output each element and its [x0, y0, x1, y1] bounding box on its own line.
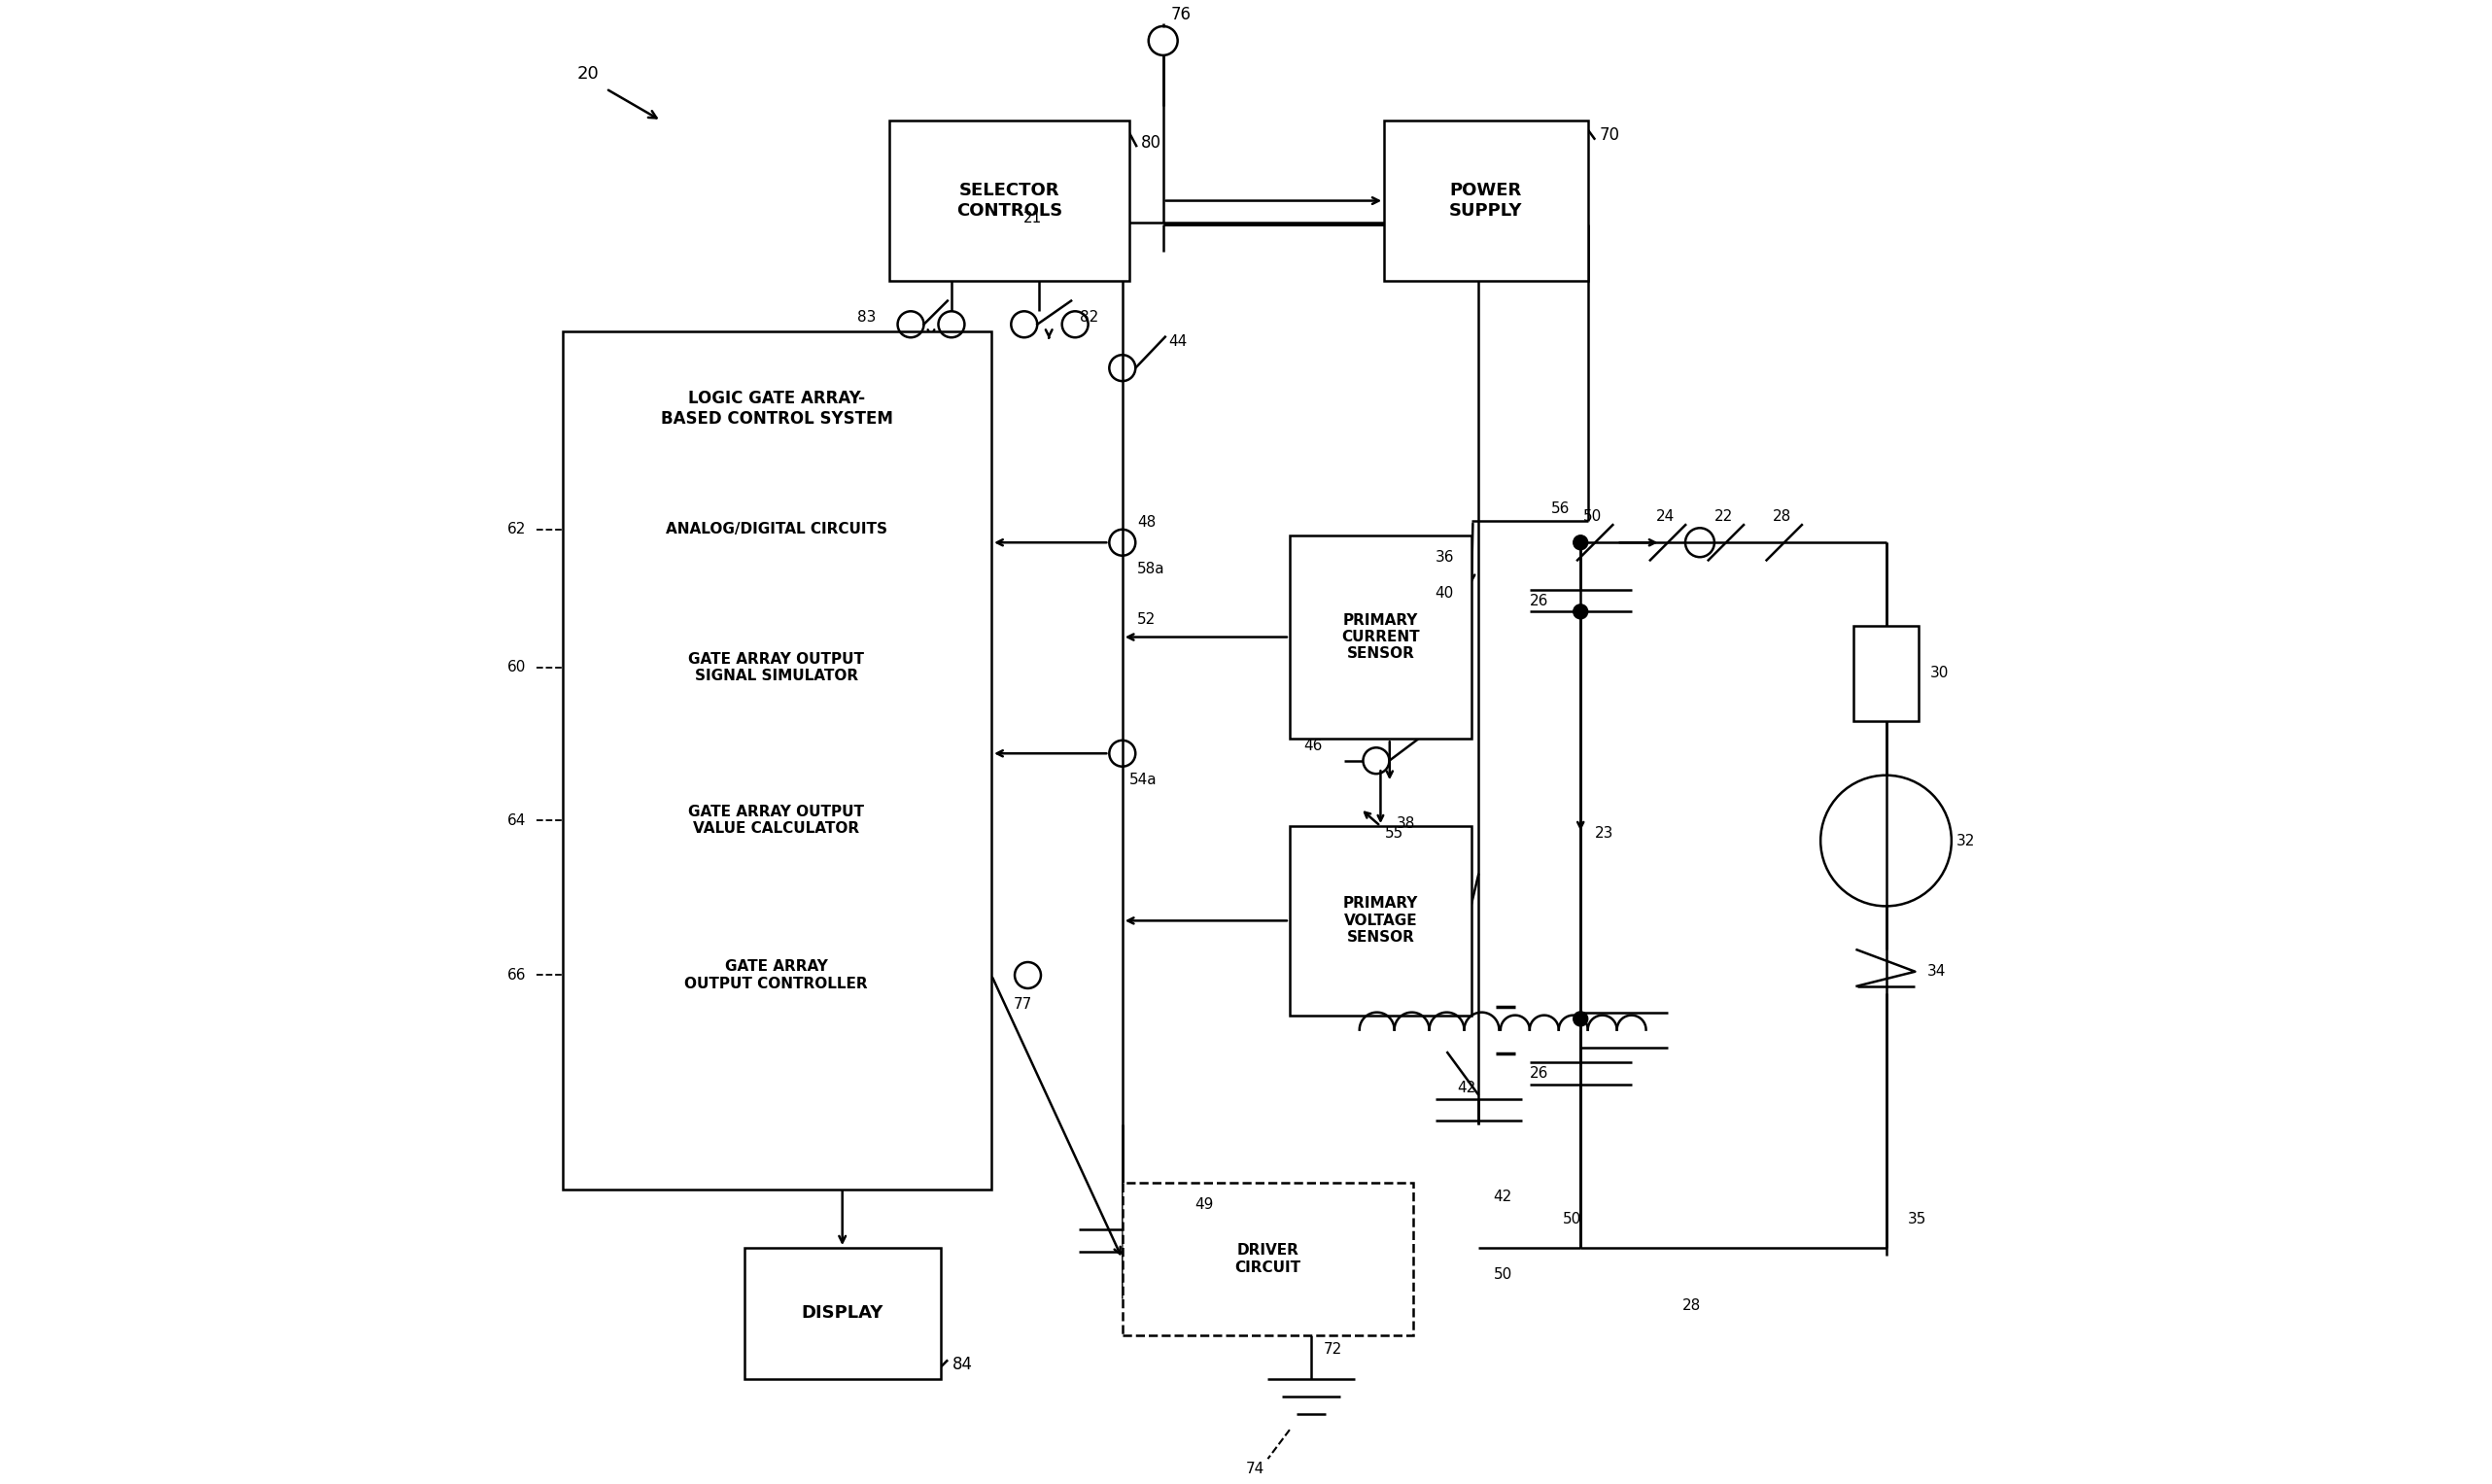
- Text: 72: 72: [1323, 1343, 1341, 1356]
- Text: 26: 26: [1530, 594, 1548, 608]
- FancyBboxPatch shape: [588, 920, 964, 1030]
- FancyBboxPatch shape: [890, 120, 1129, 280]
- Text: 49: 49: [1196, 1198, 1214, 1211]
- Text: 50: 50: [1562, 1211, 1582, 1226]
- Text: 46: 46: [1303, 739, 1323, 754]
- FancyBboxPatch shape: [745, 1248, 939, 1379]
- Text: 70: 70: [1600, 126, 1620, 144]
- Text: 50: 50: [1493, 1267, 1513, 1281]
- Text: GATE ARRAY OUTPUT
SIGNAL SIMULATOR: GATE ARRAY OUTPUT SIGNAL SIMULATOR: [688, 651, 865, 683]
- Text: 40: 40: [1435, 586, 1453, 601]
- Text: LOGIC GATE ARRAY-
BASED CONTROL SYSTEM: LOGIC GATE ARRAY- BASED CONTROL SYSTEM: [660, 390, 892, 427]
- FancyBboxPatch shape: [1383, 120, 1587, 280]
- Text: DRIVER
CIRCUIT: DRIVER CIRCUIT: [1234, 1244, 1301, 1275]
- Text: 76: 76: [1171, 6, 1191, 24]
- FancyBboxPatch shape: [563, 331, 992, 1190]
- Text: 44: 44: [1169, 334, 1189, 349]
- FancyBboxPatch shape: [1291, 536, 1470, 739]
- FancyBboxPatch shape: [1854, 626, 1919, 721]
- Text: 54a: 54a: [1129, 772, 1156, 787]
- Text: ANALOG/DIGITAL CIRCUITS: ANALOG/DIGITAL CIRCUITS: [665, 522, 887, 537]
- Text: 60: 60: [506, 660, 526, 675]
- FancyBboxPatch shape: [588, 619, 964, 717]
- Text: 50: 50: [1582, 509, 1602, 524]
- Text: 32: 32: [1956, 834, 1974, 847]
- Text: 22: 22: [1714, 509, 1732, 524]
- Text: 55: 55: [1386, 827, 1403, 841]
- Text: DISPLAY: DISPLAY: [802, 1304, 882, 1322]
- Text: 21: 21: [1024, 211, 1042, 226]
- Text: 80: 80: [1141, 134, 1161, 151]
- Text: 83: 83: [857, 310, 875, 325]
- Text: 52: 52: [1136, 613, 1156, 626]
- Text: 42: 42: [1493, 1190, 1513, 1205]
- Text: 42: 42: [1458, 1080, 1475, 1095]
- Text: 82: 82: [1079, 310, 1099, 325]
- Text: 24: 24: [1657, 509, 1675, 524]
- Text: 64: 64: [506, 813, 526, 828]
- FancyBboxPatch shape: [588, 479, 964, 579]
- Text: 28: 28: [1682, 1298, 1702, 1313]
- Text: 84: 84: [952, 1355, 972, 1373]
- Text: 48: 48: [1136, 515, 1156, 530]
- Text: 28: 28: [1772, 509, 1792, 524]
- Text: 62: 62: [506, 522, 526, 537]
- Circle shape: [1572, 1012, 1587, 1025]
- FancyBboxPatch shape: [1121, 1183, 1413, 1336]
- Text: 66: 66: [506, 968, 526, 982]
- FancyBboxPatch shape: [588, 770, 964, 870]
- Text: PRIMARY
VOLTAGE
SENSOR: PRIMARY VOLTAGE SENSOR: [1343, 896, 1418, 945]
- Text: 26: 26: [1530, 1066, 1548, 1080]
- Text: 34: 34: [1926, 965, 1946, 979]
- Text: 58a: 58a: [1136, 561, 1164, 576]
- Text: 23: 23: [1595, 827, 1615, 841]
- Text: 74: 74: [1246, 1462, 1266, 1477]
- FancyBboxPatch shape: [1291, 827, 1470, 1015]
- Circle shape: [1572, 536, 1587, 549]
- Text: 35: 35: [1909, 1211, 1926, 1226]
- Text: GATE ARRAY
OUTPUT CONTROLLER: GATE ARRAY OUTPUT CONTROLLER: [685, 960, 867, 991]
- Text: 30: 30: [1929, 666, 1949, 681]
- Text: 36: 36: [1435, 549, 1453, 564]
- Text: SELECTOR
CONTROLS: SELECTOR CONTROLS: [957, 183, 1062, 220]
- Text: 77: 77: [1014, 997, 1032, 1012]
- Text: POWER
SUPPLY: POWER SUPPLY: [1450, 183, 1523, 220]
- Text: GATE ARRAY OUTPUT
VALUE CALCULATOR: GATE ARRAY OUTPUT VALUE CALCULATOR: [688, 804, 865, 835]
- Text: 38: 38: [1398, 816, 1415, 831]
- Text: 56: 56: [1553, 502, 1570, 516]
- Text: PRIMARY
CURRENT
SENSOR: PRIMARY CURRENT SENSOR: [1341, 613, 1420, 662]
- Text: 20: 20: [576, 65, 598, 83]
- Circle shape: [1572, 604, 1587, 619]
